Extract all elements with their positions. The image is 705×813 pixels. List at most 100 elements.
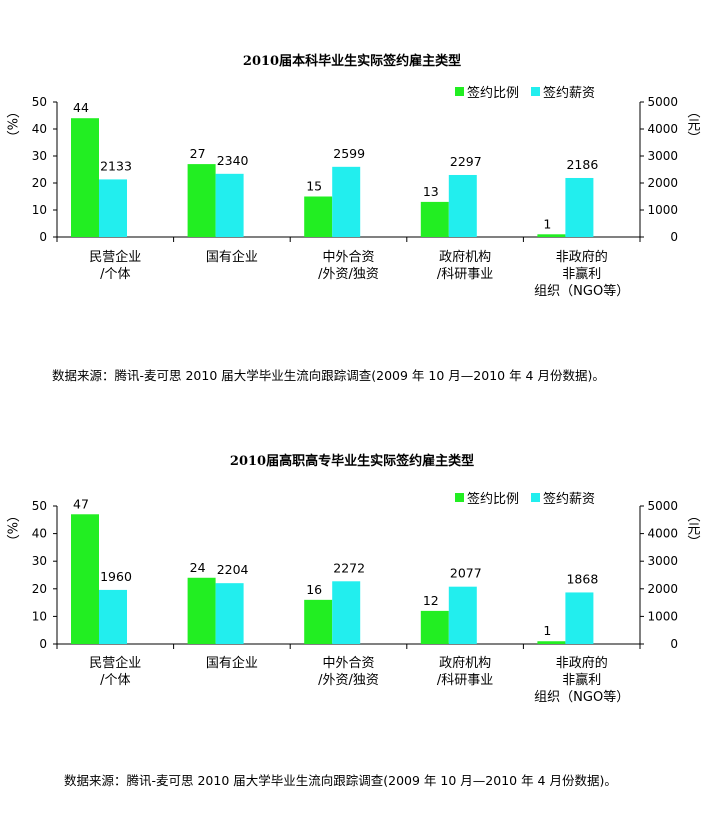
bar-sign-rate — [304, 599, 333, 644]
category-label: 中外合资 — [322, 250, 374, 265]
employer-type-chart-bachelor: 2010届本科毕业生实际签约雇主类型 0 10 20 30 40 50 0 1000 2000 30… — [4, 53, 701, 383]
y-left-tick-label: 20 — [32, 582, 47, 596]
y-right-tick-label: 4000 — [647, 527, 678, 541]
y-right-tick-label: 3000 — [647, 554, 678, 568]
bar-salary — [448, 174, 477, 237]
legend-label-salary: 签约薪资 — [543, 491, 595, 507]
category-label: 国有企业 — [206, 655, 258, 671]
bar-sign-rate — [537, 234, 566, 237]
y-left-tick-label: 10 — [32, 203, 47, 217]
y-left-tick-label: 30 — [32, 149, 47, 163]
bar-sign-rate — [187, 577, 216, 644]
data-label-sign-rate: 1 — [543, 216, 551, 231]
category-label: 政府机构 — [439, 656, 491, 671]
y-right-tick-label: 3000 — [647, 149, 678, 163]
data-label-salary: 2340 — [217, 153, 249, 168]
y-right-tick-label: 0 — [670, 637, 678, 651]
data-label-salary: 2297 — [450, 154, 482, 169]
data-label-salary: 1868 — [566, 571, 598, 586]
bar-salary — [215, 583, 244, 644]
data-label-salary: 2077 — [450, 566, 482, 581]
category-label: /个体 — [100, 673, 130, 688]
bar-sign-rate — [420, 201, 449, 237]
data-label-sign-rate: 16 — [306, 582, 322, 597]
y-left-tick-label: 50 — [32, 499, 47, 513]
y-right-tick-label: 5000 — [647, 95, 678, 109]
y-left-tick-label: 0 — [39, 230, 47, 244]
category-label: /科研事业 — [437, 673, 493, 688]
y-right-tick-label: 5000 — [647, 499, 678, 513]
legend-swatch-salary — [531, 87, 540, 96]
category-label: 非赢利 — [562, 266, 601, 282]
bar-sign-rate — [304, 196, 333, 237]
bar-salary — [448, 586, 477, 644]
y-left-tick-label: 10 — [32, 609, 47, 623]
y-right-tick-label: 1000 — [647, 609, 678, 623]
bar-sign-rate — [71, 118, 99, 237]
data-label-sign-rate: 44 — [73, 100, 89, 115]
category-label: /外资/独资 — [318, 673, 379, 688]
y-right-unit-label: （元） — [685, 105, 701, 144]
bar-salary — [565, 592, 594, 644]
data-label-salary: 2133 — [100, 158, 132, 173]
data-label-salary: 2204 — [217, 562, 249, 577]
data-label-sign-rate: 13 — [423, 184, 439, 199]
chart-title: 2010届本科毕业生实际签约雇主类型 — [243, 53, 461, 69]
legend-swatch-sign-rate — [455, 87, 464, 96]
data-label-salary: 2599 — [333, 146, 365, 161]
data-label-sign-rate: 12 — [423, 593, 439, 608]
category-label: 非赢利 — [562, 672, 601, 688]
y-left-tick-label: 0 — [39, 637, 47, 651]
category-label: 国有企业 — [206, 249, 258, 265]
bar-sign-rate — [537, 641, 566, 644]
data-label-salary: 1960 — [100, 569, 132, 584]
y-right-unit-label: （元） — [685, 509, 701, 548]
data-source-note: 数据来源：腾讯-麦可思 2010 届大学毕业生流向跟踪调查(2009 年 10 … — [52, 368, 605, 383]
data-label-salary: 2272 — [333, 560, 365, 575]
data-label-sign-rate: 27 — [190, 146, 206, 161]
y-left-tick-label: 50 — [32, 95, 47, 109]
category-label: 民营企业 — [89, 249, 141, 265]
bar-salary — [332, 166, 361, 237]
legend-label-salary: 签约薪资 — [543, 85, 595, 101]
category-label: 组织（NGO等） — [534, 689, 629, 705]
category-label: 非政府的 — [556, 249, 608, 265]
chart-title: 2010届高职高专毕业生实际签约雇主类型 — [230, 453, 474, 469]
bar-sign-rate — [71, 514, 99, 644]
category-label: /外资/独资 — [318, 267, 379, 282]
bar-salary — [99, 589, 127, 644]
y-right-tick-label: 2000 — [647, 176, 678, 190]
y-left-unit-label: （%） — [4, 509, 20, 547]
y-right-tick-label: 1000 — [647, 203, 678, 217]
y-left-unit-label: （%） — [4, 105, 20, 143]
y-left-tick-label: 40 — [32, 527, 47, 541]
data-label-sign-rate: 15 — [306, 179, 322, 194]
y-right-tick-label: 2000 — [647, 582, 678, 596]
category-label: 中外合资 — [322, 656, 374, 671]
data-label-sign-rate: 1 — [543, 623, 551, 638]
category-label: 民营企业 — [89, 655, 141, 671]
category-label: /个体 — [100, 267, 130, 282]
legend-label-sign-rate: 签约比例 — [467, 85, 519, 101]
bar-salary — [99, 179, 127, 237]
category-label: 政府机构 — [439, 250, 491, 265]
y-left-tick-label: 30 — [32, 554, 47, 568]
y-right-tick-label: 0 — [670, 230, 678, 244]
bar-sign-rate — [187, 164, 216, 237]
y-right-tick-label: 4000 — [647, 122, 678, 136]
legend-swatch-sign-rate — [455, 493, 464, 502]
data-source-note: 数据来源：腾讯-麦可思 2010 届大学毕业生流向跟踪调查(2009 年 10 … — [64, 773, 617, 788]
legend-label-sign-rate: 签约比例 — [467, 491, 519, 507]
data-label-sign-rate: 24 — [190, 560, 206, 575]
bar-salary — [332, 581, 361, 644]
bar-sign-rate — [420, 610, 449, 644]
category-label: 非政府的 — [556, 655, 608, 671]
bar-salary — [215, 173, 244, 237]
category-label: 组织（NGO等） — [534, 283, 629, 299]
category-label: /科研事业 — [437, 267, 493, 282]
employer-type-chart-vocational: 2010届高职高专毕业生实际签约雇主类型 0 10 20 30 40 50 0 1000 2000… — [4, 453, 701, 788]
bar-salary — [565, 177, 594, 237]
data-label-sign-rate: 47 — [73, 496, 89, 511]
data-label-salary: 2186 — [566, 157, 598, 172]
legend-swatch-salary — [531, 493, 540, 502]
